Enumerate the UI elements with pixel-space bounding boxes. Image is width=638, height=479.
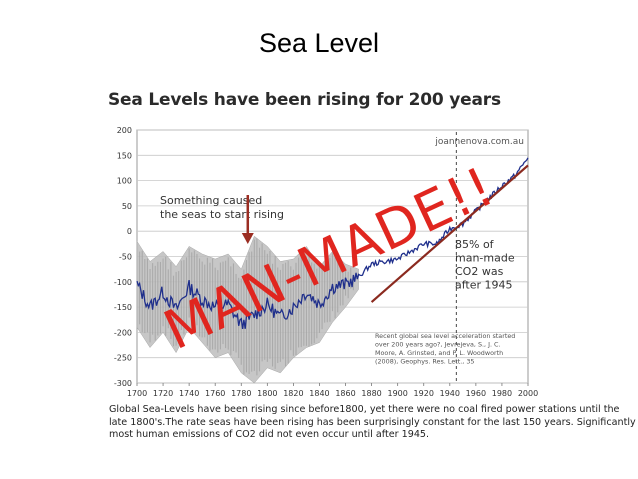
y-tick-label: -150 bbox=[114, 303, 132, 312]
x-tick-label: 1880 bbox=[361, 389, 381, 398]
x-tick-label: 1760 bbox=[205, 389, 225, 398]
x-tick-label: 1800 bbox=[257, 389, 277, 398]
note-text: 85% of bbox=[455, 238, 495, 251]
y-tick-label: -200 bbox=[114, 328, 132, 337]
reference-text: Moore, A. Grinsted, and P. L. Woodworth bbox=[375, 349, 503, 357]
x-tick-label: 1740 bbox=[179, 389, 199, 398]
x-tick-label: 1980 bbox=[492, 389, 512, 398]
x-tick-label: 1840 bbox=[309, 389, 329, 398]
x-tick-label: 1940 bbox=[440, 389, 460, 398]
y-tick-label: -50 bbox=[119, 253, 132, 262]
reference-text: over 200 years ago?, Jevrejeva, S., J. C… bbox=[375, 341, 501, 349]
y-tick-label: -300 bbox=[114, 379, 132, 388]
x-tick-label: 1700 bbox=[127, 389, 147, 398]
uncertainty-band-area bbox=[136, 235, 359, 384]
y-tick-label: 100 bbox=[117, 177, 132, 186]
data-series bbox=[136, 157, 529, 329]
arrow-annotation-text: the seas to start rising bbox=[160, 208, 284, 221]
x-tick-label: 1780 bbox=[231, 389, 251, 398]
y-tick-label: -100 bbox=[114, 278, 132, 287]
reference-text: (2008), Geophys. Res. Lett., 35 bbox=[375, 358, 474, 366]
caption-line: Global Sea-Levels have been rising since… bbox=[109, 404, 620, 415]
caption-line: most human emissions of CO2 did not even… bbox=[109, 429, 430, 441]
chart-title: Sea Levels have been rising for 200 year… bbox=[108, 90, 501, 110]
arrow-head-icon bbox=[241, 233, 254, 244]
trend-line bbox=[370, 164, 529, 303]
sea-level-line bbox=[136, 157, 529, 329]
reference-text: Recent global sea level acceleration sta… bbox=[375, 332, 515, 340]
source-label: joannenova.com.au bbox=[434, 137, 524, 147]
note-text: CO2 was bbox=[455, 265, 504, 278]
x-tick-label: 1860 bbox=[335, 389, 355, 398]
x-tick-label: 1920 bbox=[414, 389, 434, 398]
y-tick-label: 0 bbox=[127, 227, 132, 236]
figure-caption: Global Sea-Levels have been rising since… bbox=[109, 404, 636, 442]
x-tick-label: 1960 bbox=[466, 389, 486, 398]
slide-title: Sea Level bbox=[258, 28, 380, 58]
y-tick-label: 150 bbox=[117, 151, 132, 160]
x-tick-label: 2000 bbox=[518, 389, 538, 398]
y-tick-label: 50 bbox=[122, 202, 132, 211]
x-tick-label: 1820 bbox=[283, 389, 303, 398]
caption-line: late 1800's.The rate seas have been risi… bbox=[109, 416, 636, 428]
note-text: man-made bbox=[455, 252, 515, 265]
uncertainty-band bbox=[136, 235, 359, 384]
note-text: after 1945 bbox=[455, 279, 513, 292]
x-tick-label: 1900 bbox=[387, 389, 407, 398]
arrow-annotation-text: Something caused bbox=[160, 194, 262, 207]
x-tick-label: 1720 bbox=[153, 389, 173, 398]
y-tick-label: 200 bbox=[117, 126, 132, 135]
y-tick-label: -250 bbox=[114, 354, 132, 363]
